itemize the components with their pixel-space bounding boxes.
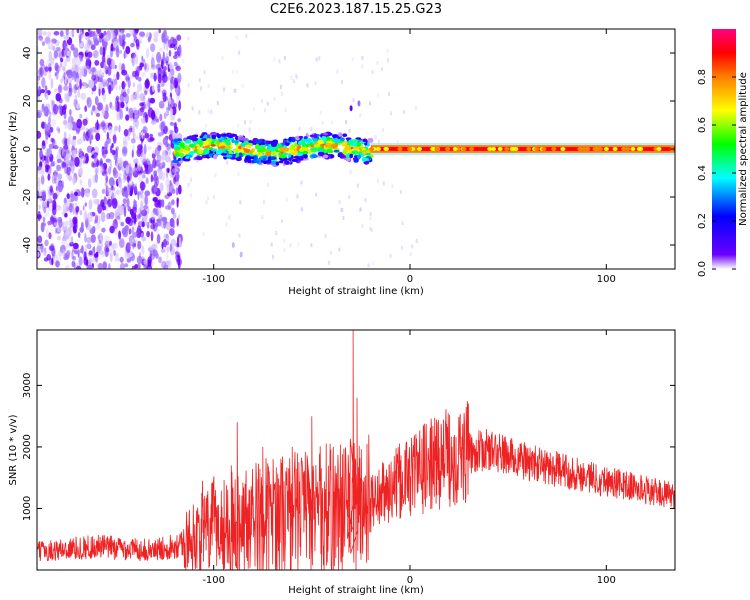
y-tick-label: 20	[22, 95, 33, 108]
colorbar-ticks: 0.0 0.2 0.4 0.6 0.8	[697, 69, 736, 277]
x-tick-label: 100	[597, 575, 616, 586]
y-tick-label: 3000	[22, 373, 33, 398]
y-tick-label: -40	[22, 237, 33, 253]
y-tick-label: -20	[22, 189, 33, 205]
y-tick-label: 2000	[22, 434, 33, 459]
x-tick-label: 0	[407, 274, 413, 285]
colorbar-tick-label: 0.2	[697, 213, 708, 229]
figure-title: C2E6.2023.187.15.25.G23	[270, 2, 442, 17]
y-tick-label: 40	[22, 47, 33, 60]
y-tick-label: 0	[22, 146, 33, 152]
y-tick-label: 1000	[22, 496, 33, 521]
colorbar-tick-label: 0.8	[697, 69, 708, 85]
colorbar-tick-label: 0.4	[697, 165, 708, 181]
spectrogram-heatmap	[37, 29, 675, 269]
x-tick-label: 100	[597, 274, 616, 285]
colorbar: 0.0 0.2 0.4 0.6 0.8 Normalized spectral ampl…	[697, 29, 749, 277]
spectrogram-ylabel: Frequency (Hz)	[8, 111, 19, 187]
x-tick-label: -100	[202, 575, 225, 586]
snr-ticks: -100 0 100 1000 2000 3000	[22, 330, 675, 586]
colorbar-gradient	[712, 29, 736, 269]
spectrogram-panel: -100 0 100 -40 -20 0 20 40 Height of straight l…	[8, 28, 676, 297]
colorbar-tick-label: 0.6	[697, 117, 708, 133]
snr-xlabel: Height of straight line (km)	[288, 585, 424, 596]
x-tick-label: -100	[202, 274, 225, 285]
snr-panel: -100 0 100 1000 2000 3000 Height of straight …	[8, 329, 676, 596]
colorbar-tick-label: 0.0	[697, 261, 708, 277]
snr-ylabel: SNR (10 * v/v)	[8, 414, 19, 485]
spectrogram-ticks: -100 0 100 -40 -20 0 20 40	[22, 29, 675, 285]
colorbar-label: Normalized spectral amplitude	[738, 72, 749, 226]
spectrogram-xlabel: Height of straight line (km)	[288, 286, 424, 297]
snr-frame	[36, 329, 676, 571]
x-tick-label: 0	[407, 575, 413, 586]
snr-series-line	[37, 330, 675, 570]
